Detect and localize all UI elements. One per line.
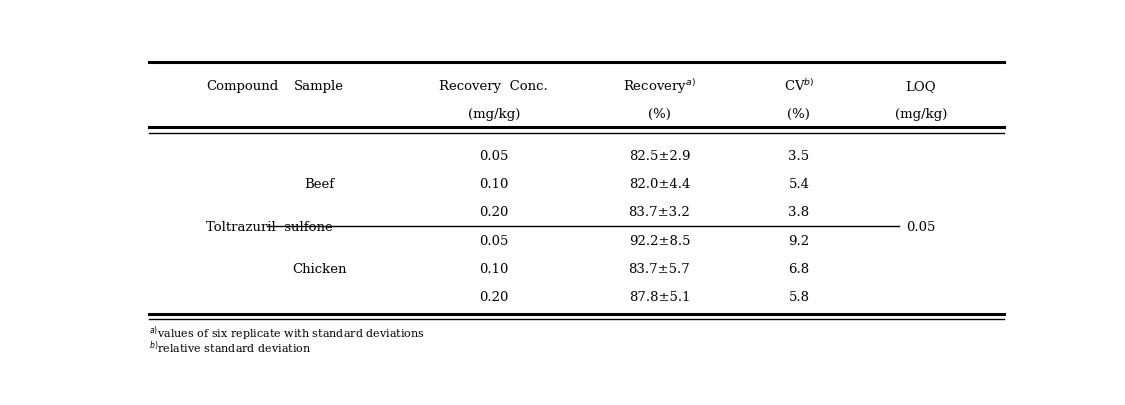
Text: 6.8: 6.8 — [789, 262, 810, 275]
Text: Compound: Compound — [206, 79, 278, 92]
Text: 0.05: 0.05 — [479, 234, 508, 247]
Text: $^{a)}$values of six replicate with standard deviations: $^{a)}$values of six replicate with stan… — [150, 323, 425, 342]
Text: 92.2±8.5: 92.2±8.5 — [629, 234, 690, 247]
Text: 82.5±2.9: 82.5±2.9 — [629, 150, 690, 163]
Text: (mg/kg): (mg/kg) — [468, 108, 520, 121]
Text: 3.5: 3.5 — [789, 150, 810, 163]
Text: 5.4: 5.4 — [789, 178, 809, 191]
Text: (%): (%) — [788, 108, 810, 121]
Text: 87.8±5.1: 87.8±5.1 — [629, 291, 690, 304]
Text: 83.7±5.7: 83.7±5.7 — [629, 262, 691, 275]
Text: Recovery  Conc.: Recovery Conc. — [440, 79, 548, 92]
Text: 0.10: 0.10 — [479, 178, 508, 191]
Text: 0.20: 0.20 — [479, 291, 508, 304]
Text: LOQ: LOQ — [906, 79, 936, 92]
Text: 83.7±3.2: 83.7±3.2 — [629, 206, 691, 219]
Text: (%): (%) — [648, 108, 670, 121]
Text: 0.10: 0.10 — [479, 262, 508, 275]
Text: (mg/kg): (mg/kg) — [894, 108, 947, 121]
Text: Sample: Sample — [295, 79, 344, 92]
Text: 0.20: 0.20 — [479, 206, 508, 219]
Text: 0.05: 0.05 — [907, 220, 936, 233]
Text: 82.0±4.4: 82.0±4.4 — [629, 178, 690, 191]
Text: CV$^{b)}$: CV$^{b)}$ — [784, 78, 814, 94]
Text: 0.05: 0.05 — [479, 150, 508, 163]
Text: 9.2: 9.2 — [789, 234, 810, 247]
Text: Chicken: Chicken — [292, 262, 346, 275]
Text: Beef: Beef — [304, 178, 334, 191]
Text: 5.8: 5.8 — [789, 291, 809, 304]
Text: Recovery$^{a)}$: Recovery$^{a)}$ — [623, 77, 696, 96]
Text: $^{b)}$relative standard deviation: $^{b)}$relative standard deviation — [150, 339, 312, 355]
Text: Toltrazuril  sulfone: Toltrazuril sulfone — [206, 220, 333, 233]
Text: 3.8: 3.8 — [789, 206, 810, 219]
